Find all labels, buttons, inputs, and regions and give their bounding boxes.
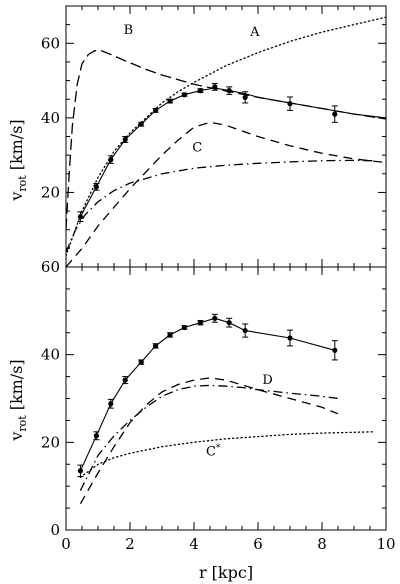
data-point [93, 433, 99, 439]
curves [79, 317, 374, 505]
data-point [287, 335, 293, 341]
data-point [153, 343, 159, 349]
curve-c-star [79, 431, 374, 479]
data-point [242, 327, 248, 334]
x-tick-label: 10 [376, 535, 395, 553]
y-tick-label: 20 [41, 183, 60, 201]
data-point [226, 88, 232, 94]
data-point [138, 359, 144, 365]
x-tick-label: 4 [189, 535, 199, 553]
curves [66, 16, 386, 267]
data-point [332, 347, 338, 353]
data-point [167, 332, 173, 338]
data-point [181, 92, 187, 98]
data-point [287, 101, 293, 107]
data-point [77, 214, 83, 220]
top-panel: 20 40 60 A B C [41, 5, 387, 268]
data-point [93, 184, 99, 190]
curve-c [66, 159, 374, 253]
curve-a [66, 16, 386, 257]
y-tick-label: 40 [41, 346, 60, 364]
data-point [212, 315, 218, 321]
data-point [122, 377, 128, 383]
data-point [226, 320, 232, 326]
curve-model-sum [79, 377, 339, 505]
bottom-y-axis-label: vrot[km/s] [7, 359, 29, 441]
x-tick-label: 2 [125, 535, 135, 553]
x-tick-label: 8 [317, 535, 327, 553]
data-point [108, 401, 114, 407]
x-tick-label: 0 [61, 535, 71, 553]
data-point [181, 324, 187, 331]
data-point [242, 94, 248, 100]
data-point [77, 468, 83, 474]
data-point [108, 157, 114, 163]
y-tick-label: 40 [41, 109, 60, 127]
data-point [138, 121, 144, 127]
curve-label: C [192, 140, 202, 155]
x-tick-label: 6 [253, 535, 263, 553]
curve-b [66, 50, 386, 230]
curve-label: D [262, 373, 272, 388]
curve-model-sum [66, 121, 386, 267]
data-point [332, 111, 338, 117]
curve-label: A [249, 25, 260, 40]
curve-fit [79, 87, 386, 217]
data-point [167, 98, 173, 104]
data-point [197, 88, 203, 94]
curve-label: C* [206, 443, 221, 459]
plot-frame [65, 5, 387, 268]
x-axis-label: r [kpc] [199, 563, 253, 582]
data-point [212, 84, 218, 90]
top-y-axis-label: vrot[km/s] [7, 119, 29, 201]
y-tick-label: 0 [50, 521, 60, 539]
data-point [153, 107, 159, 113]
y-tick-label: 20 [41, 433, 60, 451]
y-tick-label: 60 [41, 258, 60, 276]
curve-d [79, 384, 339, 491]
data-point [122, 136, 128, 143]
y-tick-label: 60 [41, 34, 60, 52]
curve-label: B [124, 23, 134, 38]
bottom-panel: 0 2 4 6 8 10 0 20 40 60 D C* [41, 258, 396, 553]
data-point [197, 320, 203, 326]
